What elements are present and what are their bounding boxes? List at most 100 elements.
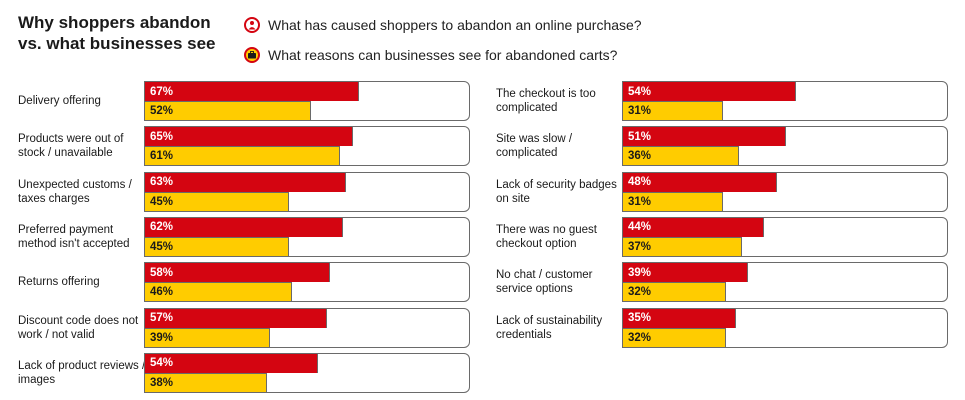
business-value-label: 32% bbox=[628, 331, 652, 344]
bar-track: 65% 61% bbox=[144, 126, 470, 167]
shopper-bar: 51% bbox=[623, 127, 787, 147]
business-bar: 38% bbox=[145, 372, 268, 392]
shopper-value-label: 62% bbox=[150, 221, 174, 234]
business-value-label: 45% bbox=[150, 195, 174, 208]
business-bar: 37% bbox=[623, 236, 742, 256]
shopper-value-label: 35% bbox=[628, 312, 652, 324]
chart-title: Why shoppers abandon vs. what businesses… bbox=[18, 12, 216, 54]
shopper-value-label: 58% bbox=[150, 266, 174, 279]
shopper-value-label: 48% bbox=[628, 176, 652, 189]
bar-track: 48% 31% bbox=[622, 171, 948, 212]
bar-row-left-5: Returns offering 58% 46% bbox=[18, 262, 473, 303]
business-bar: 45% bbox=[145, 236, 290, 256]
business-value-label: 31% bbox=[628, 105, 652, 117]
business-value-label: 46% bbox=[150, 286, 174, 299]
shopper-bar: 57% bbox=[145, 308, 328, 328]
business-bar: 32% bbox=[623, 282, 727, 302]
business-value-label: 36% bbox=[628, 150, 652, 163]
business-bar: 32% bbox=[623, 327, 727, 347]
category-label: Lack of sustainability credentials bbox=[496, 314, 603, 341]
shopper-value-label: 54% bbox=[150, 357, 174, 370]
category-label: The checkout is too complicated bbox=[496, 88, 596, 114]
business-value-label: 32% bbox=[628, 286, 652, 299]
shopper-value-label: 63% bbox=[150, 176, 174, 189]
shopper-bar: 54% bbox=[145, 353, 318, 373]
briefcase-icon bbox=[244, 47, 260, 63]
bar-track: 62% 45% bbox=[144, 216, 470, 257]
chart-title-line-1: Why shoppers abandon bbox=[18, 13, 211, 32]
bar-track: 35% 32% bbox=[622, 307, 948, 348]
business-value-label: 37% bbox=[628, 240, 652, 253]
category-label: Lack of security badges on site bbox=[496, 178, 617, 205]
category-label: Discount code does not work / not valid bbox=[18, 314, 139, 341]
bar-row-left-2: Products were out of stock / unavailable… bbox=[18, 126, 473, 167]
shopper-bar: 67% bbox=[145, 82, 359, 101]
legend: What has caused shoppers to abandon an o… bbox=[244, 14, 642, 74]
shopper-bar: 54% bbox=[623, 82, 796, 101]
bar-row-left-3: Unexpected customs / taxes charges 63% 45% bbox=[18, 171, 473, 212]
shopper-value-label: 39% bbox=[628, 266, 652, 279]
shopper-bar: 65% bbox=[145, 127, 353, 147]
business-value-label: 61% bbox=[150, 150, 174, 163]
business-bar: 45% bbox=[145, 191, 290, 211]
bar-row-left-4: Preferred payment method isn't accepted 6… bbox=[18, 216, 473, 257]
bar-row-right-4: There was no guest checkout option 44% 37% bbox=[496, 216, 951, 257]
shopper-bar: 48% bbox=[623, 172, 777, 192]
legend-label-business: What reasons can businesses see for aban… bbox=[268, 47, 618, 63]
category-label: Preferred payment method isn't accepted bbox=[18, 223, 130, 250]
shopper-bar: 62% bbox=[145, 217, 344, 237]
business-bar: 31% bbox=[623, 191, 724, 211]
bar-track: 54% 31% bbox=[622, 81, 948, 121]
shopper-value-label: 51% bbox=[628, 130, 652, 143]
business-bar: 39% bbox=[145, 327, 271, 347]
business-bar: 52% bbox=[145, 101, 312, 120]
bar-row-left-1: Delivery offering 67% 52% bbox=[18, 81, 473, 121]
bar-row-left-7: Lack of product reviews / images 54% 38% bbox=[18, 352, 473, 393]
bar-row-right-5: No chat / customer service options 39% 32% bbox=[496, 262, 951, 303]
bar-track: 51% 36% bbox=[622, 126, 948, 167]
shopper-bar: 63% bbox=[145, 172, 347, 192]
bar-row-right-3: Lack of security badges on site 48% 31% bbox=[496, 171, 951, 212]
business-value-label: 39% bbox=[150, 331, 174, 344]
bar-track: 39% 32% bbox=[622, 262, 948, 303]
category-label: Products were out of stock / unavailable bbox=[18, 133, 124, 160]
category-label: Lack of product reviews / images bbox=[18, 359, 146, 386]
legend-item-shopper: What has caused shoppers to abandon an o… bbox=[244, 14, 642, 36]
bar-row-right-6: Lack of sustainability credentials 35% 32% bbox=[496, 307, 951, 348]
shopper-value-label: 65% bbox=[150, 130, 174, 143]
bar-track: 63% 45% bbox=[144, 171, 470, 212]
person-icon bbox=[244, 17, 260, 33]
category-label: No chat / customer service options bbox=[496, 269, 593, 296]
category-label: Returns offering bbox=[18, 276, 100, 289]
business-value-label: 45% bbox=[150, 240, 174, 253]
bar-track: 58% 46% bbox=[144, 262, 470, 303]
bar-row-right-2: Site was slow / complicated 51% 36% bbox=[496, 126, 951, 167]
bar-row-left-6: Discount code does not work / not valid 5… bbox=[18, 307, 473, 348]
category-label: Delivery offering bbox=[18, 95, 101, 107]
bar-track: 57% 39% bbox=[144, 307, 470, 348]
business-value-label: 52% bbox=[150, 105, 174, 117]
category-label: Unexpected customs / taxes charges bbox=[18, 178, 132, 205]
bar-track: 44% 37% bbox=[622, 216, 948, 257]
chart-title-line-2: vs. what businesses see bbox=[18, 34, 216, 53]
shopper-value-label: 67% bbox=[150, 85, 174, 98]
business-bar: 61% bbox=[145, 146, 340, 166]
bar-track: 54% 38% bbox=[144, 352, 470, 393]
business-bar: 36% bbox=[623, 146, 739, 166]
bar-track: 67% 52% bbox=[144, 81, 470, 121]
business-bar: 31% bbox=[623, 101, 724, 120]
shopper-bar: 58% bbox=[145, 263, 331, 283]
shopper-value-label: 57% bbox=[150, 312, 174, 324]
shopper-value-label: 54% bbox=[628, 85, 652, 98]
bar-row-right-1: The checkout is too complicated 54% 31% bbox=[496, 81, 951, 121]
shopper-bar: 35% bbox=[623, 308, 736, 328]
shopper-bar: 44% bbox=[623, 217, 765, 237]
business-bar: 46% bbox=[145, 282, 293, 302]
business-value-label: 31% bbox=[628, 195, 652, 208]
legend-label-shopper: What has caused shoppers to abandon an o… bbox=[268, 17, 642, 33]
category-label: There was no guest checkout option bbox=[496, 223, 598, 250]
category-label: Site was slow / complicated bbox=[496, 133, 573, 160]
shopper-bar: 39% bbox=[623, 263, 749, 283]
shopper-value-label: 44% bbox=[628, 221, 652, 234]
business-value-label: 38% bbox=[150, 376, 174, 389]
